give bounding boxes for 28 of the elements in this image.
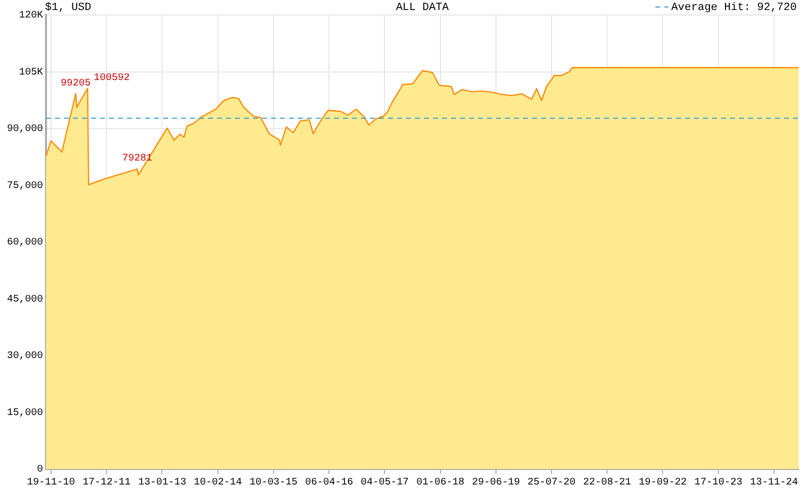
x-tick-label: 19-11-10	[26, 478, 75, 489]
annotation: 99205	[60, 78, 91, 90]
y-tick-label: 60,000	[6, 238, 43, 249]
x-tick-label: 10-03-15	[249, 478, 298, 489]
x-tick-label: 10-02-14	[194, 478, 242, 489]
x-tick-label: 01-06-18	[416, 478, 464, 489]
chart-subtitle: ALL DATA	[396, 2, 450, 14]
x-tick-label: 29-06-19	[472, 478, 520, 489]
x-tick-label: 25-07-20	[527, 478, 576, 489]
x-tick-label: 06-04-16	[305, 478, 354, 489]
y-tick-label: 105K	[18, 67, 43, 78]
x-tick-label: 22-08-21	[583, 478, 632, 489]
y-tick-label: 120K	[18, 10, 43, 22]
y-tick-label: 75,000	[6, 180, 43, 192]
y-tick-label: 30,000	[6, 351, 43, 362]
chart-title: $1, USD	[45, 2, 92, 14]
x-tick-label: 19-09-22	[638, 478, 687, 489]
x-tick-label: 13-01-13	[138, 478, 186, 489]
x-tick-label: 17-10-23	[694, 478, 742, 489]
y-tick-label: 15,000	[6, 408, 43, 419]
annotation: 100592	[94, 73, 130, 84]
y-tick-label: 90,000	[6, 124, 43, 136]
x-tick-label: 17-12-11	[82, 478, 131, 489]
legend-label: Average Hit: 92,720	[671, 2, 797, 14]
x-tick-label: 04-05-17	[360, 478, 409, 489]
x-tick-label: 13-11-24	[750, 478, 798, 489]
y-tick-label: 0	[36, 464, 43, 476]
y-tick-label: 45,000	[6, 294, 43, 306]
